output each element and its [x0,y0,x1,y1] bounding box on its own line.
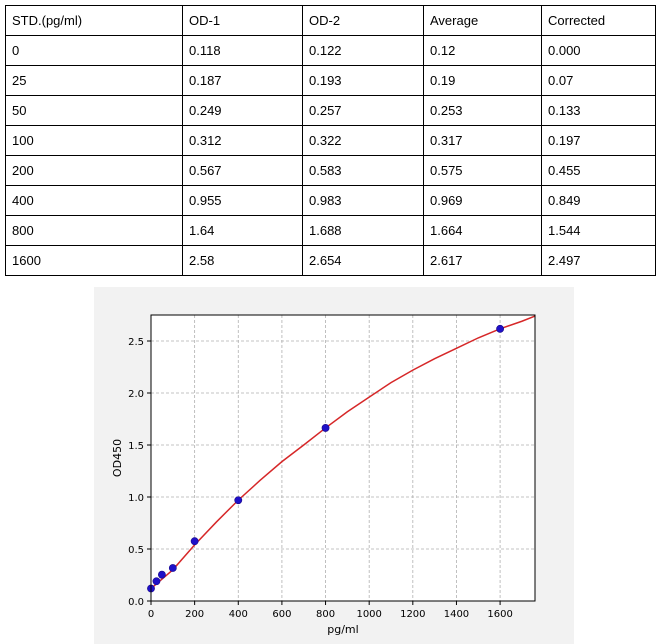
cell-average: 1.664 [423,215,542,246]
cell-average: 0.19 [423,65,542,96]
cell-corrected: Corrected [541,5,656,36]
x-tick-label: 600 [272,609,291,620]
cell-od1: OD-1 [182,5,303,36]
x-tick-label: 1200 [400,609,425,620]
y-tick-label: 2.0 [128,389,144,400]
cell-od2: 1.688 [302,215,424,246]
cell-od1: 0.312 [182,125,303,156]
x-tick-label: 400 [229,609,248,620]
cell-std: STD.(pg/ml) [5,5,183,36]
cell-od1: 0.249 [182,95,303,126]
cell-corrected: 2.497 [541,245,656,276]
y-axis-label: OD450 [111,439,124,477]
cell-std: 800 [5,215,183,246]
cell-od2: 0.583 [302,155,424,186]
y-tick-label: 1.0 [128,493,144,504]
cell-std: 200 [5,155,183,186]
cell-od2: 0.983 [302,185,424,216]
cell-corrected: 0.849 [541,185,656,216]
cell-od2: 0.193 [302,65,424,96]
x-axis-ticks: 0 200 400 600 800 1000 1200 1400 1600 [148,601,513,620]
y-tick-label: 0.0 [128,597,144,608]
table-row: 1600 2.58 2.654 2.617 2.497 [5,245,656,276]
table-header-row: STD.(pg/ml) OD-1 OD-2 Average Corrected [5,5,656,36]
cell-average: 0.575 [423,155,542,186]
x-tick-label: 0 [148,609,154,620]
data-point [152,577,161,586]
table-row: 400 0.955 0.983 0.969 0.849 [5,185,656,216]
table-row: 100 0.312 0.322 0.317 0.197 [5,125,656,156]
standard-curve-figure: 0 200 400 600 800 1000 1200 1400 1600 0.0 0.5 1.0 1… [94,287,574,644]
data-point [158,570,166,579]
standard-curve-chart: 0 200 400 600 800 1000 1200 1400 1600 0.0 0.5 1.0 1… [94,287,574,644]
cell-average: 0.969 [423,185,542,216]
table-row: 50 0.249 0.257 0.253 0.133 [5,95,656,126]
cell-average: 2.617 [423,245,542,276]
data-point [234,496,243,505]
cell-average: 0.12 [423,35,542,66]
x-tick-label: 1600 [487,609,512,620]
cell-corrected: 0.197 [541,125,656,156]
cell-average: 0.317 [423,125,542,156]
standard-table: STD.(pg/ml) OD-1 OD-2 Average Corrected 0 0.11… [5,5,656,276]
cell-std: 100 [5,125,183,156]
cell-od1: 0.567 [182,155,303,186]
cell-std: 50 [5,95,183,126]
data-points [147,324,504,593]
x-tick-label: 1000 [356,609,381,620]
data-point [190,537,199,546]
cell-corrected: 0.07 [541,65,656,96]
cell-od1: 0.187 [182,65,303,96]
cell-std: 400 [5,185,183,216]
plot-area [151,315,535,601]
data-point [168,564,177,572]
cell-corrected: 0.455 [541,155,656,186]
cell-od1: 1.64 [182,215,303,246]
cell-od2: 2.654 [302,245,424,276]
cell-od2: OD-2 [302,5,424,36]
cell-od2: 0.322 [302,125,424,156]
cell-od1: 2.58 [182,245,303,276]
y-tick-label: 2.5 [128,337,144,348]
cell-average: Average [423,5,542,36]
axes-frame [150,314,536,602]
x-axis-label: pg/ml [327,623,358,636]
cell-od2: 0.122 [302,35,424,66]
cell-std: 1600 [5,245,183,276]
cell-average: 0.253 [423,95,542,126]
cell-std: 0 [5,35,183,66]
cell-corrected: 0.133 [541,95,656,126]
table-row: 25 0.187 0.193 0.19 0.07 [5,65,656,96]
data-point [496,324,504,333]
cell-od1: 0.118 [182,35,303,66]
cell-std: 25 [5,65,183,96]
cell-corrected: 0.000 [541,35,656,66]
y-axis-ticks: 0.0 0.5 1.0 1.5 2.0 2.5 [128,337,151,608]
data-point [321,424,330,432]
x-tick-label: 800 [316,609,335,620]
table-row: 800 1.64 1.688 1.664 1.544 [5,215,656,246]
x-tick-label: 200 [185,609,204,620]
table-row: 0 0.118 0.122 0.12 0.000 [5,35,656,66]
y-tick-label: 0.5 [128,545,144,556]
y-tick-label: 1.5 [128,441,144,452]
cell-od1: 0.955 [182,185,303,216]
standard-table-body: STD.(pg/ml) OD-1 OD-2 Average Corrected 0 0.11… [5,5,656,276]
cell-od2: 0.257 [302,95,424,126]
table-row: 200 0.567 0.583 0.575 0.455 [5,155,656,186]
cell-corrected: 1.544 [541,215,656,246]
x-tick-label: 1400 [444,609,469,620]
